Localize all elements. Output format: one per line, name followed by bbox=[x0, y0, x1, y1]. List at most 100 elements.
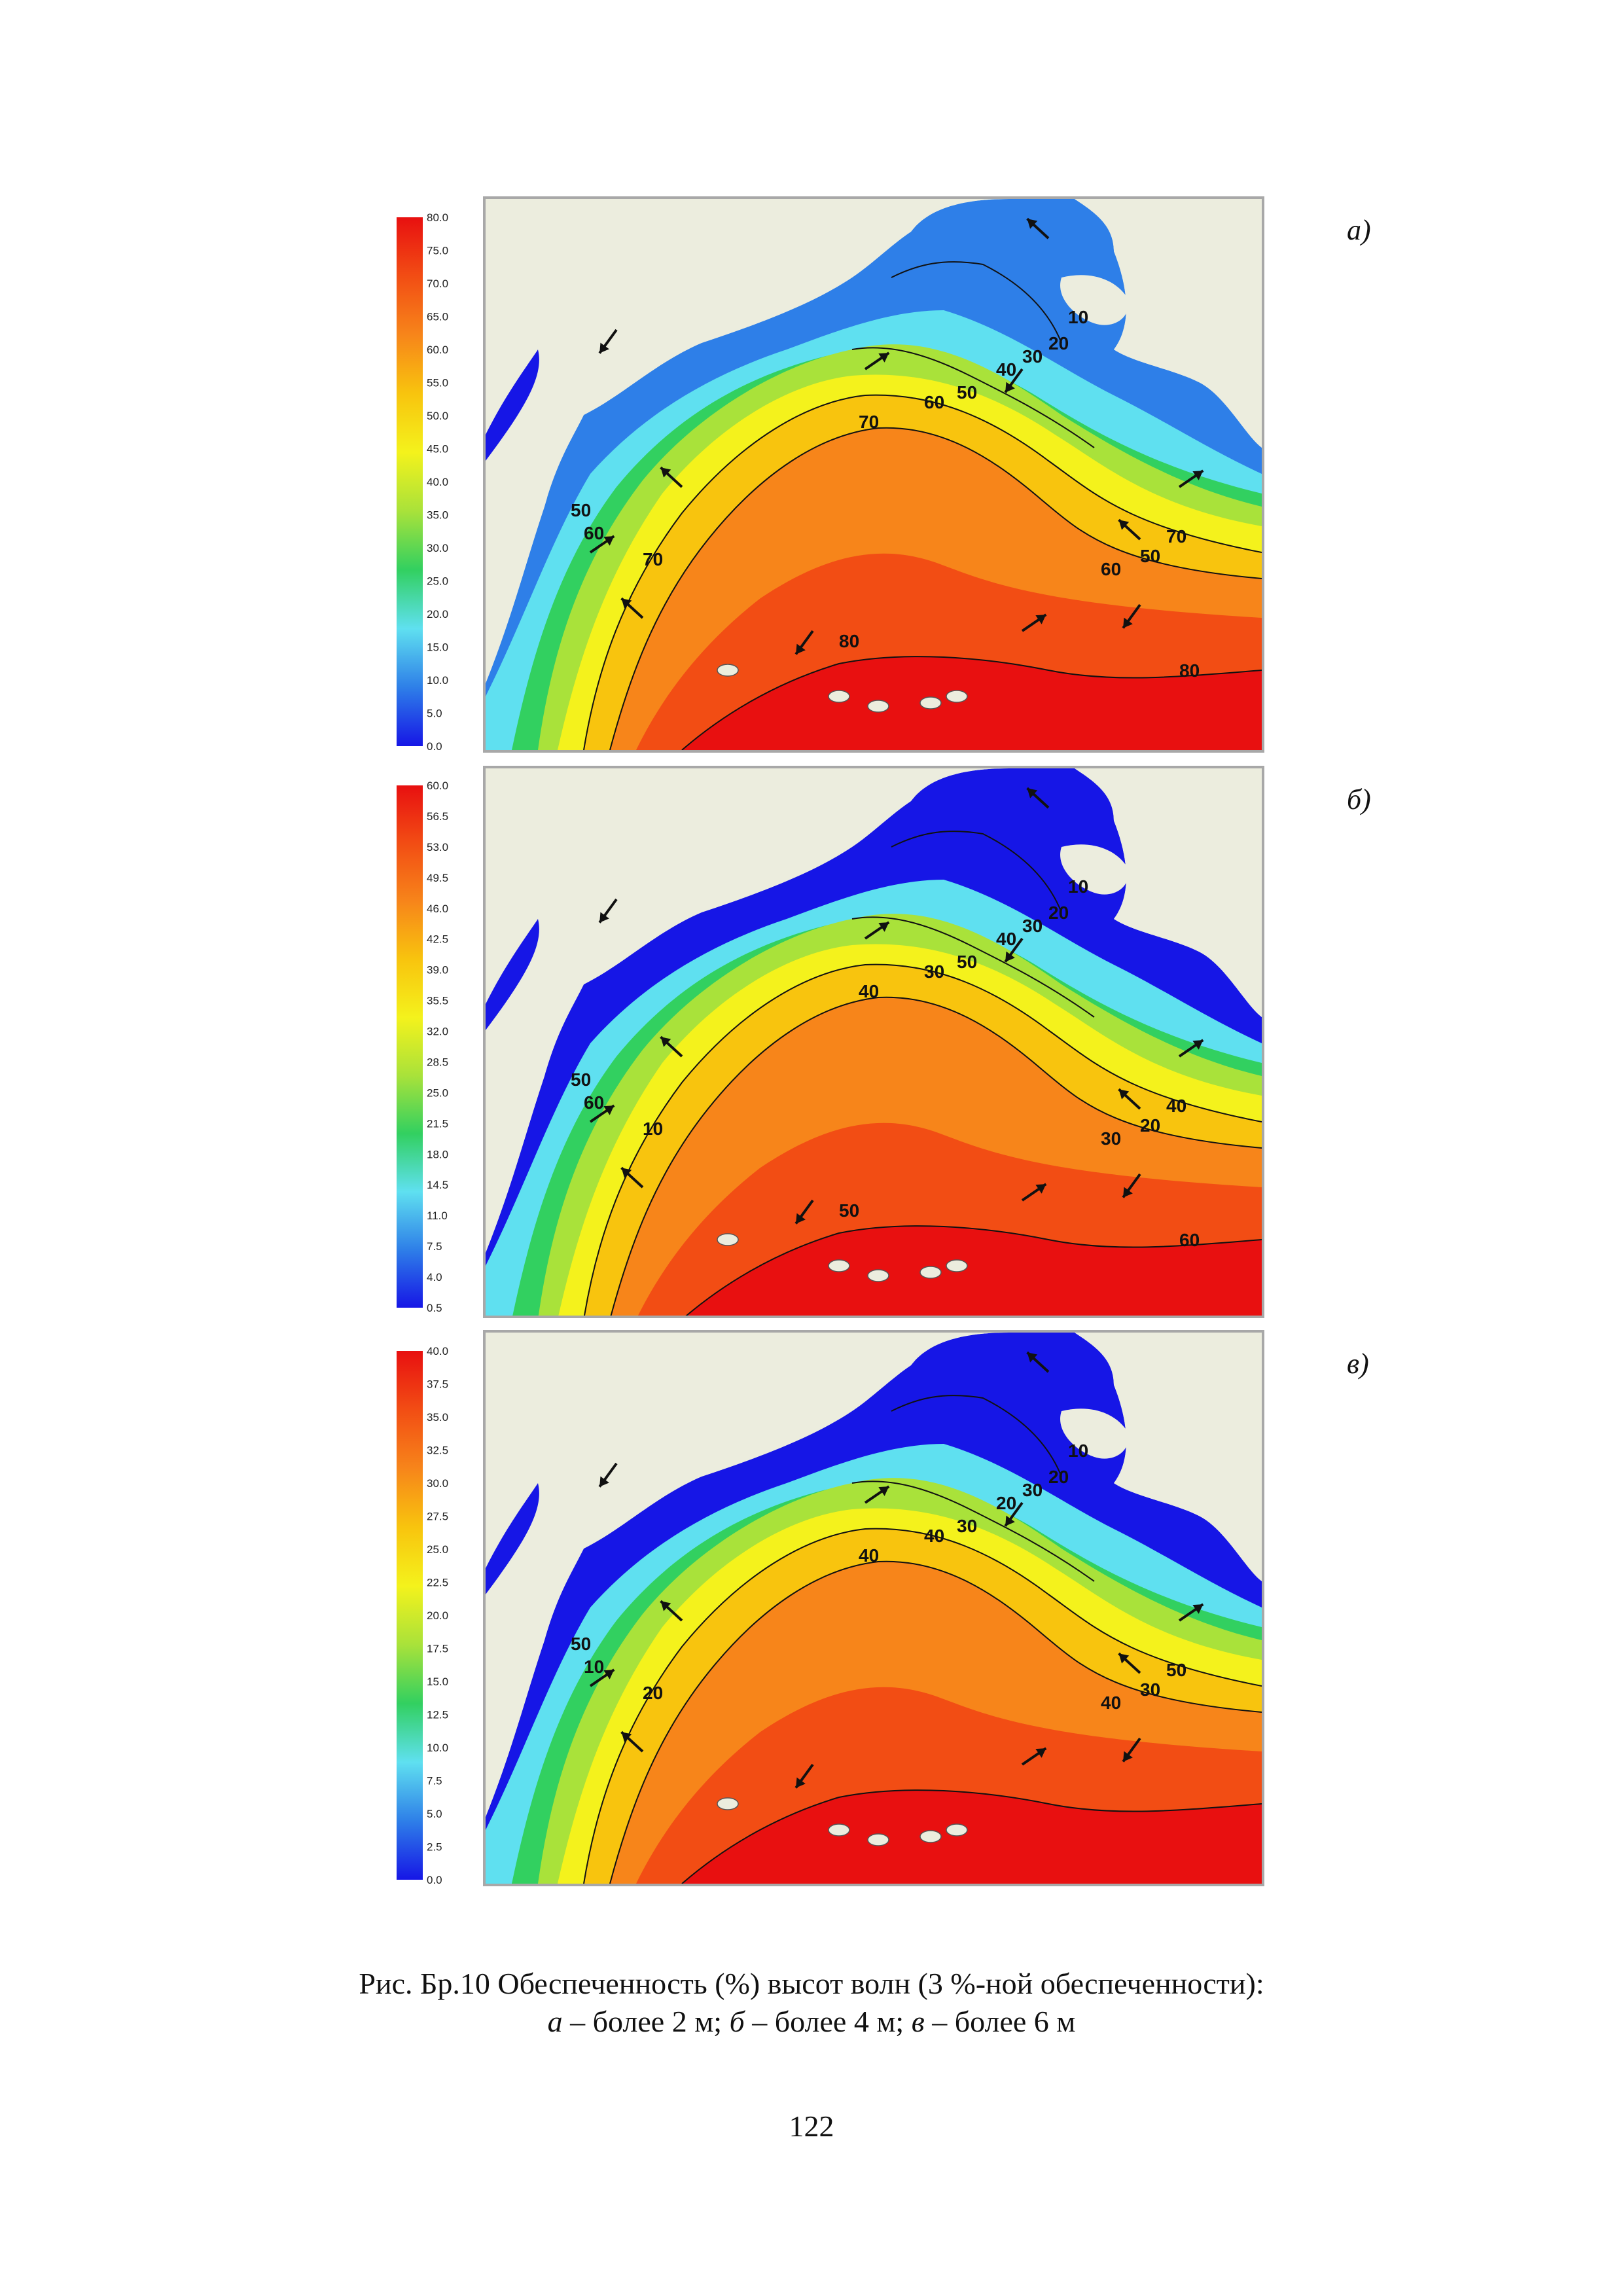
map-c: 10 20 30 20 30 40 40 50 10 20 30 40 50 bbox=[483, 1330, 1264, 1886]
contour-line bbox=[891, 1395, 1062, 1477]
colorbar-a-tick: 5.0 bbox=[427, 708, 442, 720]
wave-direction-arrow bbox=[598, 329, 618, 354]
contour-label: 80 bbox=[839, 631, 859, 651]
contour-label: 30 bbox=[1140, 1679, 1160, 1700]
contour-label: 40 bbox=[1166, 1096, 1186, 1116]
contour-label: 20 bbox=[1048, 1467, 1069, 1487]
land-island bbox=[1060, 844, 1128, 895]
contour-label: 20 bbox=[643, 1683, 663, 1703]
contour-label: 40 bbox=[859, 981, 879, 1001]
contour-label: 60 bbox=[1179, 1230, 1200, 1250]
colorbar-b-tick: 60.0 bbox=[427, 780, 448, 792]
contour-line bbox=[891, 831, 1062, 913]
wave-direction-arrow bbox=[864, 921, 890, 940]
contour-label: 60 bbox=[1101, 559, 1121, 579]
sea-band bbox=[682, 1790, 1262, 1884]
contour-label: 50 bbox=[1166, 1660, 1186, 1680]
colorbar-a-tick: 10.0 bbox=[427, 674, 448, 687]
contour-label: 60 bbox=[584, 523, 604, 543]
colorbar-a-tick: 20.0 bbox=[427, 608, 448, 620]
contour-line bbox=[851, 347, 1095, 448]
colorbar-b-tick: 21.5 bbox=[427, 1117, 448, 1130]
colorbar-c-tick: 2.5 bbox=[427, 1841, 442, 1854]
wave-direction-arrow bbox=[589, 535, 615, 554]
colorbar-a-tick: 60.0 bbox=[427, 344, 448, 356]
contour-label: 80 bbox=[1179, 660, 1200, 681]
colorbar-b-tick: 7.5 bbox=[427, 1240, 442, 1253]
colorbar-c-tick: 25.0 bbox=[427, 1543, 448, 1556]
contour-label: 50 bbox=[957, 952, 977, 972]
caption-line-2: а – более 2 м; б – более 4 м; в – более … bbox=[0, 2003, 1623, 2041]
contour-line bbox=[609, 1560, 1262, 1884]
contour-label: 60 bbox=[584, 1092, 604, 1113]
caption-b-text: – более 4 м; bbox=[744, 2005, 912, 2038]
land-island bbox=[1060, 1408, 1128, 1459]
land-mass-east bbox=[1075, 1333, 1262, 1581]
wave-direction-arrow bbox=[864, 351, 890, 370]
wave-direction-arrow bbox=[1178, 1039, 1204, 1058]
contour-label: 50 bbox=[571, 500, 591, 520]
map-b: 10 20 30 40 50 30 40 50 60 10 20 30 40 50 60 bbox=[483, 766, 1264, 1318]
colorbar-c-tick: 7.5 bbox=[427, 1775, 442, 1787]
wave-direction-arrow bbox=[1118, 518, 1141, 541]
wave-direction-arrow bbox=[1004, 937, 1024, 963]
contour-line bbox=[685, 1225, 1262, 1316]
contour-label: 20 bbox=[1140, 1115, 1160, 1136]
contour-label: 40 bbox=[996, 359, 1016, 380]
colorbar-b-tick: 4.0 bbox=[427, 1271, 442, 1283]
contour-line bbox=[609, 427, 1262, 750]
colorbar-c-tick: 30.0 bbox=[427, 1477, 448, 1490]
wave-direction-arrow bbox=[598, 1462, 618, 1488]
contour-label: 30 bbox=[957, 1516, 977, 1536]
island bbox=[828, 1259, 850, 1272]
sea-band bbox=[682, 656, 1262, 750]
contour-label: 40 bbox=[924, 1526, 944, 1546]
contour-line bbox=[583, 394, 1262, 750]
wave-direction-arrow bbox=[1178, 1603, 1204, 1622]
wave-direction-arrow bbox=[1021, 1747, 1047, 1766]
colorbar-c-tick: 22.5 bbox=[427, 1577, 448, 1589]
colorbar-a-tick: 65.0 bbox=[427, 311, 448, 323]
colorbar-a-svg: 80.0 75.0 70.0 65.0 60.0 55.0 50.0 45.0 40.0 35.0… bbox=[397, 211, 448, 753]
contour-label: 20 bbox=[1048, 333, 1069, 353]
island bbox=[828, 1823, 850, 1837]
wave-direction-arrow bbox=[660, 1035, 683, 1058]
colorbar-c-gradient bbox=[397, 1351, 423, 1880]
colorbar-c-tick: 35.0 bbox=[427, 1411, 448, 1424]
colorbar-c-tick: 17.5 bbox=[427, 1643, 448, 1655]
contour-label: 50 bbox=[571, 1069, 591, 1090]
sea-band bbox=[687, 1226, 1262, 1316]
wave-direction-arrow bbox=[1026, 217, 1050, 240]
colorbar-b-tick: 35.5 bbox=[427, 995, 448, 1007]
contour-line bbox=[851, 1480, 1095, 1582]
colorbar-c-tick: 37.5 bbox=[427, 1378, 448, 1391]
caption-c-text: – более 6 м bbox=[924, 2005, 1076, 2038]
wave-direction-arrow bbox=[794, 630, 814, 655]
colorbar-a-tick: 40.0 bbox=[427, 476, 448, 488]
caption-a-text: – более 2 м; bbox=[562, 2005, 730, 2038]
wave-direction-arrow bbox=[1021, 613, 1047, 632]
island bbox=[867, 1269, 889, 1282]
colorbar-b-tick: 39.0 bbox=[427, 964, 448, 977]
land-mass-east bbox=[1075, 768, 1262, 1017]
contour-label: 50 bbox=[957, 382, 977, 403]
colorbar-c-tick: 20.0 bbox=[427, 1609, 448, 1622]
island bbox=[717, 1233, 739, 1246]
figure-caption: Рис. Бр.10 Обеспеченность (%) высот волн… bbox=[0, 1965, 1623, 2041]
colorbar-a-tick: 75.0 bbox=[427, 245, 448, 257]
colorbar-c-tick: 10.0 bbox=[427, 1742, 448, 1754]
island bbox=[919, 696, 942, 709]
island bbox=[919, 1266, 942, 1279]
island bbox=[867, 700, 889, 713]
wave-direction-arrow bbox=[598, 898, 618, 924]
wave-direction-arrow bbox=[1004, 1501, 1024, 1527]
contour-line bbox=[851, 916, 1095, 1018]
colorbar-b-gradient bbox=[397, 785, 423, 1308]
colorbar-c-tick: 15.0 bbox=[427, 1676, 448, 1688]
wave-direction-arrow bbox=[1118, 1652, 1141, 1674]
land-mass-west bbox=[486, 1333, 1009, 1884]
colorbar-a: 80.0 75.0 70.0 65.0 60.0 55.0 50.0 45.0 40.0 35.0… bbox=[397, 211, 482, 754]
wave-direction-arrow bbox=[1122, 603, 1141, 629]
colorbar-c-tick: 27.5 bbox=[427, 1511, 448, 1523]
